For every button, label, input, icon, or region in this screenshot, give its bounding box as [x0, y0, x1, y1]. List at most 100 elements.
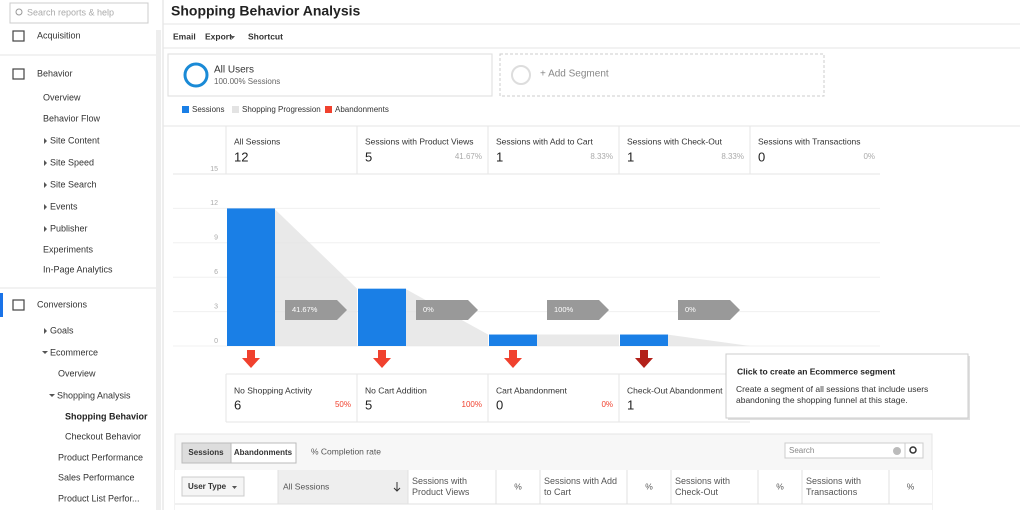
y-tick-label: 0 [214, 338, 218, 345]
stage-sessions: 1 [627, 149, 634, 164]
abandonment-arrow[interactable] [373, 350, 391, 368]
abandonment-arrow[interactable] [504, 350, 522, 368]
segment-ring [183, 62, 209, 88]
add-segment-card[interactable] [499, 53, 825, 97]
column-header[interactable]: All Sessions [283, 481, 329, 491]
nav-item[interactable]: Sales Performance [58, 472, 135, 482]
action-button[interactable]: Email [173, 31, 196, 41]
progression-arrow[interactable] [678, 300, 740, 320]
search-box[interactable] [9, 2, 149, 24]
y-tick-label: 12 [210, 200, 218, 207]
nav-item[interactable]: Acquisition [37, 30, 81, 40]
tooltip-text-box: Create a segment of all sessions that in… [736, 384, 928, 405]
column-header[interactable]: % [514, 481, 522, 491]
abandonment-label: No Shopping Activity [234, 385, 313, 395]
tab-label[interactable]: Sessions [188, 448, 224, 457]
nav-item[interactable]: Experiments [43, 244, 94, 254]
nav-item[interactable]: Conversions [37, 299, 88, 309]
stage-sessions: 12 [234, 149, 248, 164]
nav-item[interactable]: Overview [43, 92, 81, 102]
progression-arrow-label: 0% [685, 305, 696, 314]
search-button[interactable] [904, 442, 924, 459]
caret [44, 160, 47, 166]
abandonment-arrow[interactable] [242, 350, 260, 368]
sort-arrow [393, 482, 401, 492]
legend-swatch [232, 106, 239, 113]
nav-item[interactable]: Product Performance [58, 452, 143, 462]
stage-sessions: 1 [496, 149, 503, 164]
caret [44, 182, 47, 188]
completion-toggle[interactable]: % Completion rate [311, 446, 381, 456]
nav-item[interactable]: Behavior [37, 68, 73, 78]
dimension-label[interactable]: User Type [188, 482, 227, 491]
progression-arrow[interactable] [416, 300, 478, 320]
nav-item[interactable]: Site Speed [50, 157, 94, 167]
nav-item[interactable]: Ecommerce [50, 347, 98, 357]
nav-item[interactable]: Product List Perfor... [58, 493, 140, 503]
abandonment-count: 6 [234, 397, 241, 412]
nav-item[interactable]: Shopping Behavior [65, 411, 148, 421]
legend-label: Sessions [192, 105, 224, 114]
segment-card[interactable] [167, 53, 493, 97]
nav-item[interactable]: Site Search [50, 179, 97, 189]
column-header[interactable]: % [645, 481, 653, 491]
tab-label[interactable]: Abandonments [234, 448, 293, 457]
column-header[interactable]: % [907, 481, 915, 491]
abandonment-count: 5 [365, 397, 372, 412]
sidebar-scroll [156, 30, 161, 510]
abandonment-arrow[interactable] [635, 350, 653, 368]
stage-label: Sessions with Check-Out [627, 136, 723, 146]
page-title: Shopping Behavior Analysis [171, 3, 361, 19]
sessions-bar[interactable] [227, 208, 275, 346]
action-button[interactable]: Export [205, 31, 232, 41]
nav-item[interactable]: Events [50, 201, 78, 211]
caret [44, 204, 47, 210]
segment-name: All Users [214, 65, 254, 76]
column-header: Sessions with Check-Out [675, 476, 731, 497]
sorted-column [278, 470, 408, 504]
y-tick-label: 6 [214, 269, 218, 276]
progression-arrow[interactable] [547, 300, 609, 320]
stage-progression: 0% [863, 152, 875, 161]
y-tick-label: 3 [214, 303, 218, 310]
nav-item[interactable]: Behavior Flow [43, 113, 101, 123]
sessions-bar[interactable] [358, 288, 406, 346]
nav-item[interactable]: Site Content [50, 135, 100, 145]
action-button[interactable]: Shortcut [248, 31, 283, 41]
y-tick-label: 15 [210, 166, 218, 173]
column-header-box: Sessions with Transactions [806, 476, 861, 497]
tab[interactable] [230, 442, 297, 464]
add-segment-label: + Add Segment [540, 69, 609, 80]
column-header: Sessions with Add to Cart [544, 476, 618, 497]
column-header-box: Sessions with Add to Cart [544, 476, 618, 497]
legend-swatch [325, 106, 332, 113]
nav-item[interactable]: Shopping Analysis [57, 390, 131, 400]
abandonment-label: No Cart Addition [365, 385, 427, 395]
progression-arrow[interactable] [285, 300, 347, 320]
nav-item[interactable]: In-Page Analytics [43, 264, 113, 274]
abandonment-rate: 50% [335, 400, 351, 409]
search-glass [909, 446, 917, 454]
add-segment-ring [511, 65, 531, 85]
abandonment-rate: 0% [601, 400, 613, 409]
nav-item[interactable]: Goals [50, 325, 74, 335]
column-header-box: Sessions with Check-Out [675, 476, 731, 497]
sessions-bar[interactable] [620, 334, 668, 346]
progression-arrow-label: 0% [423, 305, 434, 314]
legend-swatch [182, 106, 189, 113]
column-header[interactable]: % [776, 481, 784, 491]
nav-item[interactable]: Overview [58, 368, 96, 378]
nav-item[interactable]: Checkout Behavior [65, 431, 141, 441]
progression-area [667, 334, 750, 346]
progression-arrow-label: 100% [554, 305, 574, 314]
progression-area [536, 334, 619, 346]
nav-icon [12, 299, 25, 311]
stage-label: All Sessions [234, 136, 280, 146]
nav-item[interactable]: Publisher [50, 223, 88, 233]
sessions-bar[interactable] [489, 334, 537, 346]
caret [44, 328, 47, 334]
dimension-select[interactable] [181, 476, 245, 497]
column-header-box: Sessions with Product Views [412, 476, 469, 497]
